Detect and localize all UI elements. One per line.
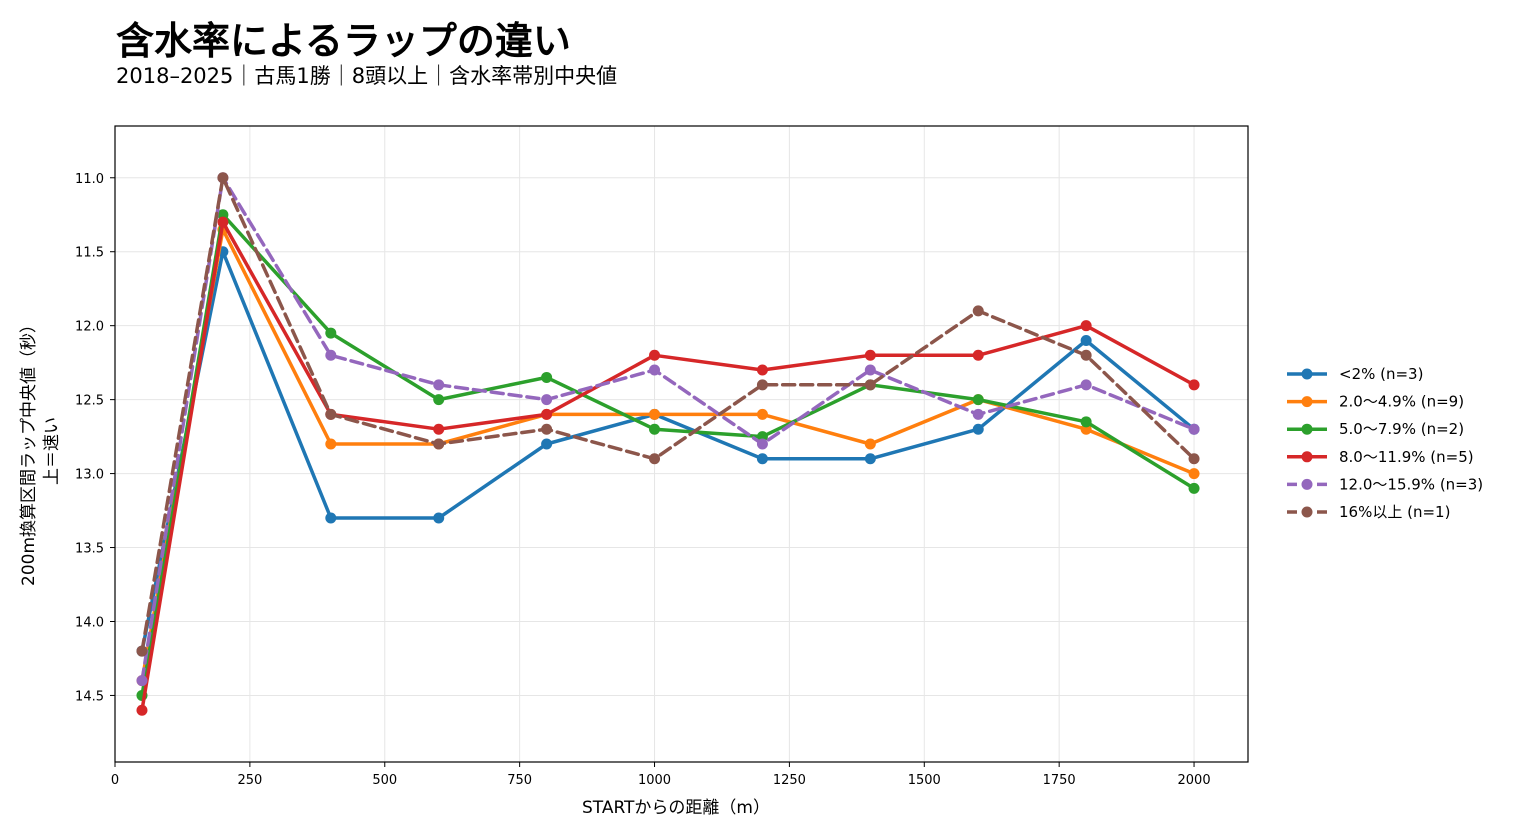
y-tick-label: 14.5 <box>75 689 104 704</box>
data-point <box>433 512 445 524</box>
y-tick-label: 12.0 <box>75 320 104 335</box>
data-point <box>1080 320 1092 332</box>
legend-label-1: 2.0〜4.9% (n=9) <box>1339 393 1464 411</box>
legend-label-5: 16%以上 (n=1) <box>1339 503 1450 521</box>
x-tick-label: 750 <box>507 773 532 788</box>
legend-label-4: 12.0〜15.9% (n=3) <box>1339 475 1483 493</box>
data-point <box>756 438 768 450</box>
chart-subtitle: 2018–2025｜古馬1勝｜8頭以上｜含水率帯別中央値 <box>116 64 618 88</box>
legend-marker-3 <box>1301 451 1313 463</box>
data-point <box>1080 379 1092 391</box>
legend-marker-1 <box>1301 396 1313 408</box>
data-point <box>649 408 661 420</box>
data-point <box>756 379 768 391</box>
data-point <box>972 423 984 435</box>
legend-label-3: 8.0〜11.9% (n=5) <box>1339 448 1474 466</box>
data-point <box>972 408 984 420</box>
legend-marker-2 <box>1301 423 1313 435</box>
data-point <box>541 423 553 435</box>
data-point <box>972 394 984 406</box>
legend-label-0: <2% (n=3) <box>1339 365 1423 383</box>
x-axis-label: STARTからの距離（m） <box>582 798 770 818</box>
data-point <box>136 645 148 657</box>
series-line-2 <box>140 212 1196 698</box>
data-point <box>325 512 337 524</box>
data-point <box>541 394 553 406</box>
data-point <box>541 438 553 450</box>
data-point <box>1080 334 1092 346</box>
plot-frame <box>114 125 1249 763</box>
legend-marker-5 <box>1301 506 1313 518</box>
data-point <box>756 453 768 465</box>
data-point <box>217 216 229 228</box>
data-point <box>972 305 984 317</box>
axis-layer: 0 250 500 750 1000 1250 1500 1750 2000 11.0 11.5 12… <box>75 172 1211 788</box>
data-point <box>1188 453 1200 465</box>
data-point <box>136 704 148 716</box>
data-point <box>864 349 876 361</box>
series-line-3 <box>140 220 1196 712</box>
data-point <box>433 394 445 406</box>
data-point <box>649 453 661 465</box>
data-point <box>649 423 661 435</box>
x-tick-label: 1500 <box>908 773 941 788</box>
x-tick-label: 1000 <box>638 773 671 788</box>
x-tick-label: 2000 <box>1178 773 1211 788</box>
y-tick-label: 12.5 <box>75 394 104 409</box>
y-tick-label: 11.0 <box>75 172 104 187</box>
data-point <box>756 364 768 376</box>
data-point <box>864 379 876 391</box>
data-point <box>1188 379 1200 391</box>
data-point <box>325 349 337 361</box>
data-point <box>433 379 445 391</box>
data-point <box>864 364 876 376</box>
x-tick-label: 1750 <box>1043 773 1076 788</box>
y-tick-label: 14.0 <box>75 615 104 630</box>
data-point <box>325 327 337 339</box>
data-point <box>1188 468 1200 480</box>
x-tick-label: 1250 <box>773 773 806 788</box>
legend-label-2: 5.0〜7.9% (n=2) <box>1339 420 1464 438</box>
data-point <box>649 364 661 376</box>
data-point <box>1080 349 1092 361</box>
x-tick-label: 250 <box>237 773 262 788</box>
data-point <box>433 438 445 450</box>
data-point <box>325 408 337 420</box>
data-point <box>864 438 876 450</box>
y-tick-label: 13.0 <box>75 468 104 483</box>
data-point <box>1188 423 1200 435</box>
y-tick-label: 11.5 <box>75 246 104 261</box>
data-point <box>136 675 148 687</box>
data-point <box>433 423 445 435</box>
data-point <box>1188 482 1200 494</box>
data-point <box>217 172 229 184</box>
data-point <box>756 408 768 420</box>
legend: <2% (n=3) 2.0〜4.9% (n=9) 5.0〜7.9% (n=2) 8.0… <box>1287 365 1483 521</box>
data-point <box>325 438 337 450</box>
x-tick-label: 500 <box>372 773 397 788</box>
series-layer <box>136 172 1200 716</box>
legend-marker-4 <box>1301 478 1313 490</box>
x-tick-label: 0 <box>111 773 119 788</box>
data-point <box>541 371 553 383</box>
y-axis-label: 200m換算区間ラップ中央値（秒） <box>19 316 39 586</box>
data-point <box>1080 416 1092 428</box>
y-axis-label-note: 上＝速い <box>42 417 62 485</box>
data-point <box>972 349 984 361</box>
chart-title: 含水率によるラップの違い <box>116 19 571 63</box>
data-point <box>864 453 876 465</box>
grid-layer <box>114 126 1248 762</box>
legend-marker-0 <box>1301 368 1313 380</box>
data-point <box>649 349 661 361</box>
data-point <box>541 408 553 420</box>
y-tick-label: 13.5 <box>75 542 104 557</box>
